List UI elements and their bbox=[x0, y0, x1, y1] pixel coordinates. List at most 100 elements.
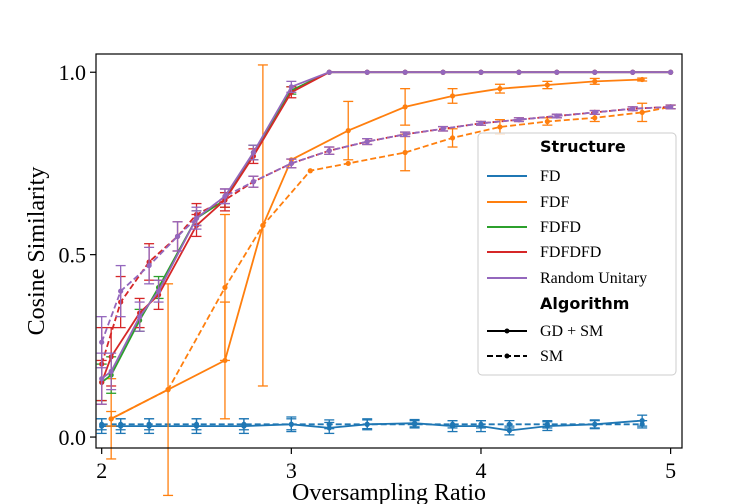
data-point bbox=[402, 69, 408, 75]
series-fd-sm bbox=[96, 418, 648, 431]
data-point bbox=[668, 69, 674, 75]
y-tick-label: 1.0 bbox=[59, 60, 87, 85]
data-point bbox=[506, 421, 513, 427]
data-point bbox=[288, 160, 294, 167]
legend-label-fd: FD bbox=[540, 168, 560, 185]
data-point bbox=[592, 109, 598, 115]
data-point bbox=[544, 82, 550, 88]
data-point bbox=[639, 109, 645, 115]
data-point bbox=[326, 69, 332, 75]
series-line-fdf-gd-sm bbox=[110, 78, 643, 420]
legend-label-fdfd: FDFD bbox=[540, 219, 581, 236]
data-point bbox=[592, 421, 598, 427]
data-point bbox=[193, 215, 200, 221]
legend-item-fdf: FDF bbox=[487, 194, 569, 211]
data-point bbox=[402, 131, 408, 137]
y-tick-label: 0.5 bbox=[59, 243, 87, 268]
legend-marker-gd-sm bbox=[504, 328, 510, 334]
series-random-unitary-gd-sm bbox=[96, 69, 674, 405]
x-tick-label: 2 bbox=[96, 458, 107, 483]
data-point bbox=[99, 376, 105, 382]
data-point bbox=[554, 113, 560, 119]
legend-label-gd-sm: GD + SM bbox=[540, 323, 603, 340]
legend-item-random-unitary: Random Unitary bbox=[487, 270, 647, 287]
data-point bbox=[174, 233, 181, 240]
x-tick-label: 3 bbox=[286, 458, 297, 483]
legend-marker-sm bbox=[504, 353, 510, 359]
legend-structure-title: Structure bbox=[540, 137, 626, 156]
data-point bbox=[222, 284, 228, 291]
legend-item-gd-sm: GD + SM bbox=[487, 323, 603, 340]
y-tick-label: 0.0 bbox=[59, 425, 87, 450]
data-point bbox=[326, 148, 332, 154]
data-point bbox=[516, 117, 522, 123]
data-point bbox=[478, 120, 484, 126]
data-point bbox=[449, 421, 456, 427]
legend-label-random-unitary: Random Unitary bbox=[540, 270, 647, 287]
data-point bbox=[146, 262, 152, 269]
data-point bbox=[440, 126, 446, 132]
data-point bbox=[478, 69, 484, 75]
data-point bbox=[288, 84, 294, 90]
data-point bbox=[592, 115, 598, 121]
data-point bbox=[592, 78, 598, 84]
data-point bbox=[250, 179, 257, 185]
data-point bbox=[364, 138, 370, 145]
data-point bbox=[630, 69, 636, 75]
y-axis-label: Cosine Similarity bbox=[24, 167, 50, 336]
data-point bbox=[118, 421, 124, 427]
data-point bbox=[137, 314, 143, 320]
data-point bbox=[288, 421, 294, 427]
data-point bbox=[146, 421, 152, 427]
data-point bbox=[108, 416, 114, 422]
legend-item-sm: SM bbox=[487, 348, 563, 365]
x-tick-label: 4 bbox=[475, 458, 486, 483]
axis-ticks: 2 3 4 5 0.0 0.5 1.0 bbox=[59, 60, 677, 483]
data-point bbox=[222, 193, 228, 199]
data-point bbox=[345, 160, 351, 167]
data-point bbox=[99, 421, 105, 427]
x-axis-label: Oversampling Ratio bbox=[292, 480, 486, 504]
x-tick-label: 5 bbox=[665, 458, 676, 483]
data-point bbox=[345, 128, 351, 134]
data-point bbox=[307, 168, 313, 174]
series-line-random-unitary-gd-sm bbox=[101, 71, 671, 380]
legend-algorithm-title: Algorithm bbox=[540, 294, 629, 313]
data-point bbox=[544, 421, 550, 427]
data-point bbox=[326, 421, 332, 427]
data-point bbox=[165, 387, 171, 393]
data-point bbox=[449, 135, 456, 141]
legend: Structure FD FDF FDFD FDFDFD Random Unit… bbox=[477, 132, 677, 376]
data-point bbox=[592, 69, 598, 75]
data-point bbox=[155, 288, 162, 294]
data-point bbox=[554, 69, 560, 75]
data-point bbox=[118, 288, 124, 294]
data-point bbox=[193, 421, 200, 427]
series-random-unitary-sm bbox=[96, 104, 676, 369]
data-point bbox=[99, 339, 105, 345]
plot-frame bbox=[95, 53, 683, 449]
plot-marks bbox=[96, 64, 676, 497]
data-point bbox=[639, 76, 645, 83]
data-point bbox=[250, 149, 257, 156]
series-line-random-unitary-sm bbox=[100, 106, 671, 343]
data-point bbox=[506, 427, 513, 434]
data-point bbox=[364, 421, 370, 427]
data-point bbox=[241, 421, 247, 427]
legend-item-fdfdfd: FDFDFD bbox=[487, 244, 601, 261]
data-point bbox=[516, 69, 522, 75]
data-point bbox=[440, 69, 446, 75]
legend-label-fdf: FDF bbox=[540, 194, 569, 211]
data-point bbox=[497, 124, 503, 130]
legend-item-fdfd: FDFD bbox=[487, 219, 581, 236]
data-point bbox=[544, 118, 550, 125]
data-point bbox=[630, 106, 636, 112]
data-point bbox=[402, 149, 408, 156]
data-point bbox=[497, 86, 503, 92]
data-point bbox=[478, 421, 484, 427]
legend-label-fdfdfd: FDFDFD bbox=[540, 244, 601, 261]
data-point bbox=[364, 69, 370, 75]
legend-item-fd: FD bbox=[487, 168, 560, 185]
data-point bbox=[412, 421, 418, 427]
